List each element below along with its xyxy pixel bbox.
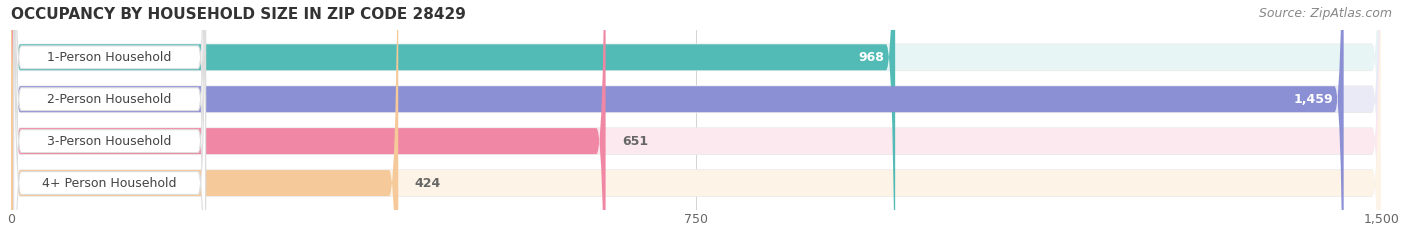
FancyBboxPatch shape [14, 0, 205, 233]
FancyBboxPatch shape [11, 0, 1381, 233]
Text: 424: 424 [415, 177, 441, 189]
Text: Source: ZipAtlas.com: Source: ZipAtlas.com [1258, 7, 1392, 20]
FancyBboxPatch shape [14, 0, 205, 233]
FancyBboxPatch shape [11, 0, 1381, 233]
Text: 1-Person Household: 1-Person Household [48, 51, 172, 64]
FancyBboxPatch shape [11, 0, 1381, 233]
FancyBboxPatch shape [11, 0, 1381, 233]
Text: 651: 651 [621, 135, 648, 148]
Text: 968: 968 [858, 51, 884, 64]
Text: 2-Person Household: 2-Person Household [48, 93, 172, 106]
FancyBboxPatch shape [11, 0, 1344, 233]
FancyBboxPatch shape [11, 0, 1381, 233]
Text: OCCUPANCY BY HOUSEHOLD SIZE IN ZIP CODE 28429: OCCUPANCY BY HOUSEHOLD SIZE IN ZIP CODE … [11, 7, 465, 22]
FancyBboxPatch shape [11, 0, 398, 233]
FancyBboxPatch shape [11, 0, 1381, 233]
Text: 4+ Person Household: 4+ Person Household [42, 177, 177, 189]
FancyBboxPatch shape [11, 0, 896, 233]
FancyBboxPatch shape [14, 0, 205, 233]
FancyBboxPatch shape [11, 0, 1381, 233]
Text: 1,459: 1,459 [1294, 93, 1333, 106]
FancyBboxPatch shape [14, 0, 205, 233]
FancyBboxPatch shape [11, 0, 1381, 233]
FancyBboxPatch shape [11, 0, 606, 233]
Text: 3-Person Household: 3-Person Household [48, 135, 172, 148]
